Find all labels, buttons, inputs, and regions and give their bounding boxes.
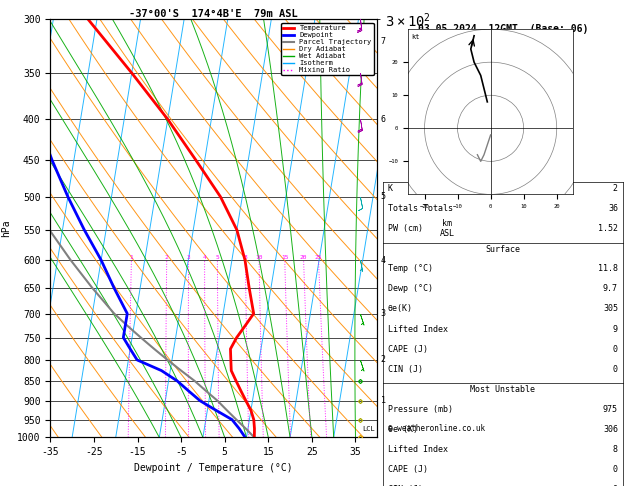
Legend: Temperature, Dewpoint, Parcel Trajectory, Dry Adiabat, Wet Adiabat, Isotherm, Mi: Temperature, Dewpoint, Parcel Trajectory… — [281, 23, 374, 75]
Text: 11.8: 11.8 — [598, 264, 618, 273]
Text: Temp (°C): Temp (°C) — [387, 264, 433, 273]
Text: CAPE (J): CAPE (J) — [387, 345, 428, 354]
Text: © weatheronline.co.uk: © weatheronline.co.uk — [387, 424, 485, 433]
Text: 9.7: 9.7 — [603, 284, 618, 294]
Text: 4: 4 — [203, 255, 206, 260]
Text: 36: 36 — [608, 204, 618, 213]
Text: Totals Totals: Totals Totals — [387, 204, 453, 213]
Text: 25: 25 — [314, 255, 322, 260]
Text: 0: 0 — [613, 345, 618, 354]
Text: 7: 7 — [381, 37, 386, 46]
Text: θe (K): θe (K) — [387, 425, 418, 434]
Text: 8: 8 — [613, 445, 618, 454]
Text: 9: 9 — [613, 325, 618, 333]
Text: 3: 3 — [381, 309, 386, 318]
Text: LCL: LCL — [362, 426, 375, 432]
Text: PW (cm): PW (cm) — [387, 224, 423, 233]
Text: 2: 2 — [381, 355, 386, 364]
Text: 1.52: 1.52 — [598, 224, 618, 233]
Text: Lifted Index: Lifted Index — [387, 445, 448, 454]
Text: Most Unstable: Most Unstable — [470, 385, 535, 394]
Text: kt: kt — [411, 34, 420, 40]
Text: 975: 975 — [603, 405, 618, 414]
Text: 03.05.2024  12GMT  (Base: 06): 03.05.2024 12GMT (Base: 06) — [418, 24, 588, 34]
Text: 2: 2 — [165, 255, 169, 260]
Text: 3: 3 — [187, 255, 191, 260]
Text: 5: 5 — [381, 192, 386, 201]
Text: 0: 0 — [613, 485, 618, 486]
Title: -37°00'S  174°4B'E  79m ASL: -37°00'S 174°4B'E 79m ASL — [130, 9, 298, 18]
Text: Pressure (mb): Pressure (mb) — [387, 405, 453, 414]
Text: 1: 1 — [130, 255, 133, 260]
Text: 306: 306 — [603, 425, 618, 434]
Text: 6: 6 — [381, 115, 386, 124]
Text: Surface: Surface — [486, 245, 520, 254]
Text: 2: 2 — [613, 184, 618, 193]
Text: 8: 8 — [243, 255, 247, 260]
Text: 305: 305 — [603, 305, 618, 313]
Text: θe(K): θe(K) — [387, 305, 413, 313]
X-axis label: Dewpoint / Temperature (°C): Dewpoint / Temperature (°C) — [135, 463, 293, 473]
Text: 15: 15 — [281, 255, 289, 260]
Text: CAPE (J): CAPE (J) — [387, 465, 428, 474]
Text: 5: 5 — [216, 255, 220, 260]
Y-axis label: hPa: hPa — [1, 220, 11, 237]
Text: 1: 1 — [381, 396, 386, 405]
Text: Dewp (°C): Dewp (°C) — [387, 284, 433, 294]
Text: K: K — [387, 184, 392, 193]
Text: 0: 0 — [613, 364, 618, 374]
Text: 10: 10 — [255, 255, 263, 260]
Text: Lifted Index: Lifted Index — [387, 325, 448, 333]
Text: 4: 4 — [381, 256, 386, 264]
Text: 0: 0 — [613, 465, 618, 474]
Text: CIN (J): CIN (J) — [387, 364, 423, 374]
Y-axis label: km
ASL: km ASL — [440, 219, 455, 238]
Text: CIN (J): CIN (J) — [387, 485, 423, 486]
Text: 20: 20 — [300, 255, 308, 260]
